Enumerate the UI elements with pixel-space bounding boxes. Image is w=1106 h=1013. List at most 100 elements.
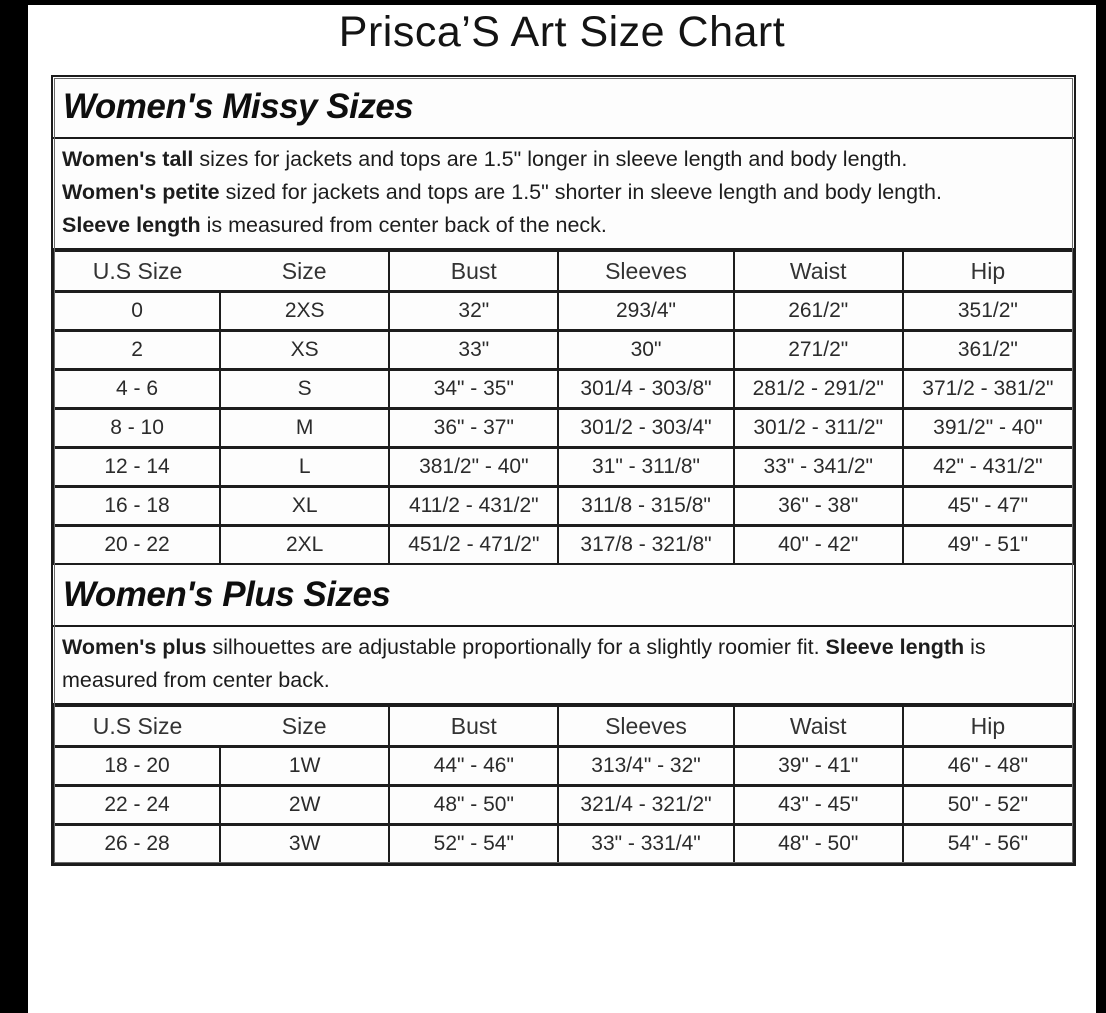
- table-cell: 31" - 311/8": [557, 446, 735, 488]
- table-row: 18 - 20 1W 44" - 46" 313/4" - 32" 39" - 41" 4…: [52, 745, 1075, 787]
- table-cell: 301/2 - 311/2": [732, 407, 904, 449]
- column-header: Hip: [901, 705, 1075, 748]
- table-cell: 451/2 - 471/2": [388, 524, 560, 565]
- note-lead: Women's tall: [62, 147, 194, 171]
- plus-section-heading: Women's Plus Sizes: [53, 565, 1074, 627]
- table-cell: 0: [52, 290, 222, 332]
- table-cell: L: [219, 446, 391, 488]
- column-header: Sleeves: [557, 705, 735, 748]
- table-row: 22 - 24 2W 48" - 50" 321/4 - 321/2" 43" - 45…: [52, 784, 1075, 826]
- column-header: Bust: [388, 250, 560, 293]
- table-cell: 46" - 48": [901, 745, 1075, 787]
- table-cell: 33" - 341/2": [732, 446, 904, 488]
- table-cell: 48" - 50": [732, 823, 904, 864]
- plus-size-table: U.S Size Size Bust Sleeves Waist Hip 18 - 20 1W…: [52, 705, 1075, 864]
- table-row: 20 - 22 2XL 451/2 - 471/2" 317/8 - 321/8" 40…: [52, 524, 1075, 565]
- table-cell: 271/2": [732, 329, 904, 371]
- table-cell: 317/8 - 321/8": [557, 524, 735, 565]
- table-row: 4 - 6 S 34" - 35" 301/4 - 303/8" 281/2 - 291…: [52, 368, 1075, 410]
- table-cell: 371/2 - 381/2": [901, 368, 1075, 410]
- table-cell: 311/8 - 315/8": [557, 485, 735, 527]
- table-cell: 381/2" - 40": [388, 446, 560, 488]
- table-cell: 293/4": [557, 290, 735, 332]
- table-cell: S: [219, 368, 391, 410]
- table-cell: 32": [388, 290, 560, 332]
- table-cell: 40" - 42": [732, 524, 904, 565]
- photo-edge-right: [1096, 0, 1106, 1013]
- note-line: Women's petite sized for jackets and top…: [62, 176, 1064, 209]
- table-cell: 1W: [219, 745, 391, 787]
- table-cell: 321/4 - 321/2": [557, 784, 735, 826]
- size-chart-sheet: Women's Missy Sizes Women's tall sizes f…: [51, 75, 1076, 866]
- column-header: U.S Size: [52, 705, 221, 748]
- table-cell: 4 - 6: [52, 368, 222, 410]
- table-cell: 30": [557, 329, 735, 371]
- table-cell: M: [219, 407, 391, 449]
- photo-edge-top: [0, 0, 1106, 5]
- table-cell: 16 - 18: [52, 485, 222, 527]
- table-cell: XS: [219, 329, 391, 371]
- table-cell: 50" - 52": [901, 784, 1075, 826]
- table-cell: 39" - 41": [732, 745, 904, 787]
- column-header: Size: [220, 250, 391, 293]
- table-cell: 2XS: [219, 290, 391, 332]
- column-header: Waist: [732, 250, 904, 293]
- table-cell: 12 - 14: [52, 446, 222, 488]
- table-cell: 48" - 50": [388, 784, 560, 826]
- missy-size-table: U.S Size Size Bust Sleeves Waist Hip 0 2XS 32" 29…: [52, 250, 1075, 565]
- table-cell: 301/2 - 303/4": [557, 407, 735, 449]
- note-lead: Sleeve length: [825, 635, 965, 659]
- table-cell: 2XL: [219, 524, 391, 565]
- note-lead: Women's plus: [62, 635, 207, 659]
- table-cell: 2W: [219, 784, 391, 826]
- table-row: 26 - 28 3W 52" - 54" 33" - 331/4" 48" - 50" 5…: [52, 823, 1075, 864]
- table-cell: 2: [52, 329, 222, 371]
- table-cell: 281/2 - 291/2": [732, 368, 904, 410]
- note-line: Women's tall sizes for jackets and tops …: [62, 143, 1064, 176]
- table-cell: XL: [219, 485, 391, 527]
- table-cell: 33": [388, 329, 560, 371]
- table-cell: 52" - 54": [388, 823, 560, 864]
- table-row: 2 XS 33" 30" 271/2" 361/2": [52, 329, 1075, 371]
- table-cell: 33" - 331/4": [557, 823, 735, 864]
- table-row: 8 - 10 M 36" - 37" 301/2 - 303/4" 301/2 - 31…: [52, 407, 1075, 449]
- table-cell: 313/4" - 32": [557, 745, 735, 787]
- note-text: sizes for jackets and tops are 1.5" long…: [193, 147, 908, 171]
- photo-edge-left: [0, 0, 28, 1013]
- table-cell: 8 - 10: [52, 407, 222, 449]
- table-cell: 54" - 56": [901, 823, 1075, 864]
- column-header: U.S Size: [52, 250, 221, 293]
- table-cell: 391/2" - 40": [901, 407, 1075, 449]
- table-cell: 301/4 - 303/8": [557, 368, 735, 410]
- page-title: Prisca’S Art Size Chart: [338, 8, 786, 56]
- table-cell: 26 - 28: [52, 823, 222, 864]
- column-header: Hip: [901, 250, 1075, 293]
- table-cell: 361/2": [901, 329, 1075, 371]
- table-cell: 22 - 24: [52, 784, 222, 826]
- column-header: Size: [220, 705, 391, 748]
- table-cell: 261/2": [732, 290, 904, 332]
- note-lead: Women's petite: [62, 180, 220, 204]
- note-text: is measured from center back of the neck…: [200, 213, 607, 237]
- table-cell: 18 - 20: [52, 745, 222, 787]
- header-row: U.S Size Size Bust Sleeves Waist Hip: [52, 705, 1075, 748]
- table-cell: 351/2": [901, 290, 1075, 332]
- column-header: Waist: [732, 705, 904, 748]
- table-cell: 42" - 431/2": [901, 446, 1075, 488]
- table-cell: 20 - 22: [52, 524, 222, 565]
- missy-section-heading: Women's Missy Sizes: [53, 77, 1074, 139]
- column-header: Bust: [388, 705, 560, 748]
- note-text: silhouettes are adjustable proportionall…: [206, 635, 826, 659]
- column-header: Sleeves: [557, 250, 735, 293]
- table-cell: 411/2 - 431/2": [388, 485, 560, 527]
- plus-notes: Women's plus silhouettes are adjustable …: [53, 627, 1074, 705]
- table-cell: 44" - 46": [388, 745, 560, 787]
- note-lead: Sleeve length: [62, 213, 201, 237]
- table-row: 0 2XS 32" 293/4" 261/2" 351/2": [52, 290, 1075, 332]
- table-cell: 45" - 47": [901, 485, 1075, 527]
- note-text: is measured from center back.: [62, 635, 986, 692]
- table-cell: 49" - 51": [901, 524, 1075, 565]
- table-row: 16 - 18 XL 411/2 - 431/2" 311/8 - 315/8" 36"…: [52, 485, 1075, 527]
- table-cell: 36" - 38": [732, 485, 904, 527]
